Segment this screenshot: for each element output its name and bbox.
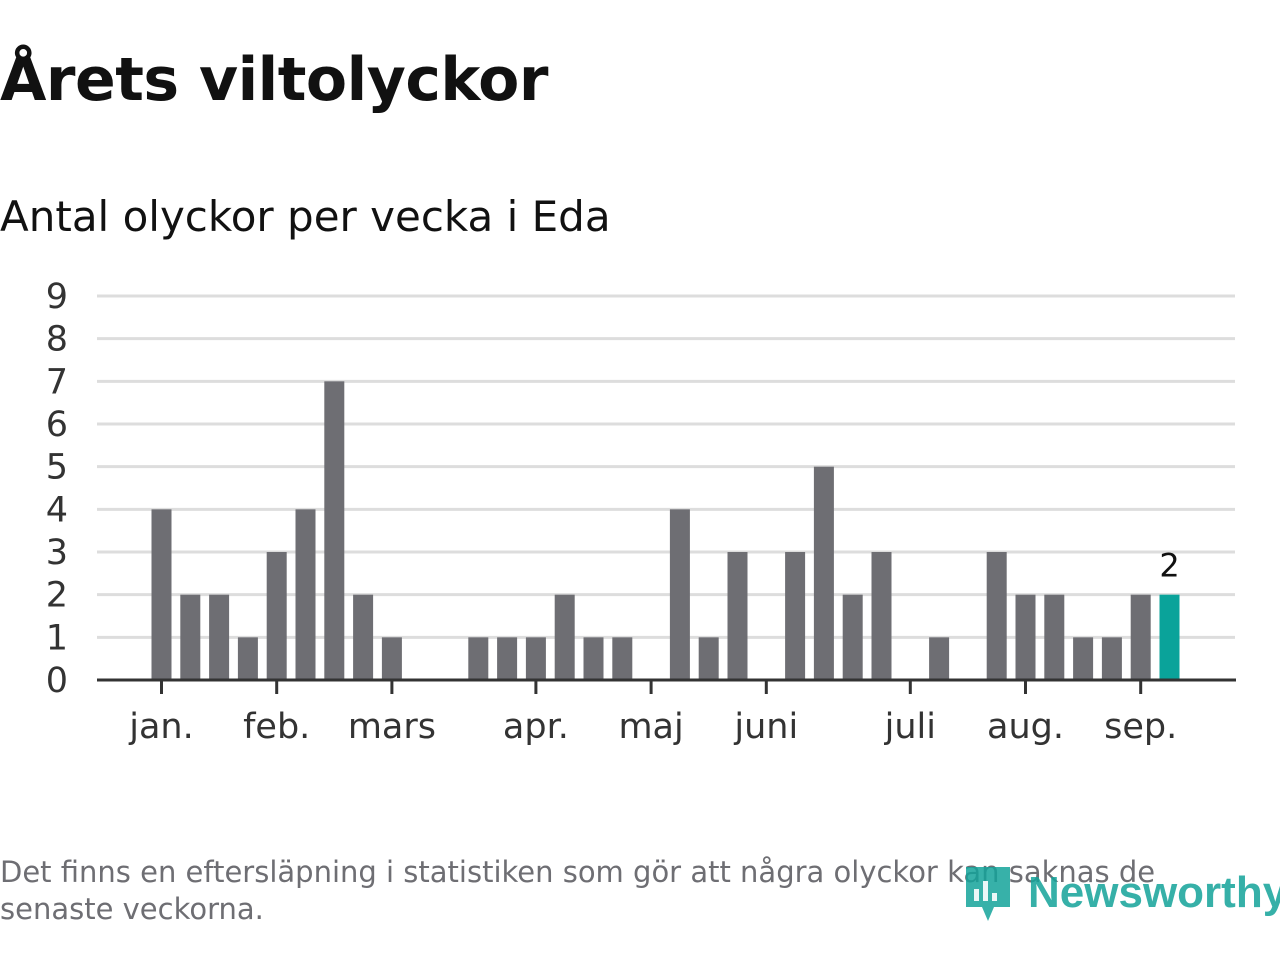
y-tick-label: 1	[46, 618, 68, 658]
x-tick-label: aug.	[987, 707, 1064, 747]
bar	[1073, 637, 1094, 680]
bar	[381, 637, 402, 680]
bar	[669, 509, 690, 680]
bar	[986, 552, 1007, 680]
bar	[353, 594, 374, 680]
y-tick-label: 6	[46, 405, 68, 445]
bar	[180, 594, 201, 680]
bar	[842, 594, 863, 680]
y-tick-label: 9	[46, 277, 68, 317]
y-tick-label: 8	[46, 320, 68, 360]
bar	[324, 381, 345, 680]
footnote: Det finns en eftersläpning i statistiken…	[0, 855, 1156, 926]
bar	[583, 637, 604, 680]
bar	[497, 637, 518, 680]
bar	[209, 594, 230, 680]
bar	[1015, 594, 1036, 680]
x-tick-label: maj	[618, 707, 683, 747]
y-tick-label: 5	[46, 448, 68, 488]
newsworthy-logo-text: Newsworthy	[1028, 868, 1280, 917]
x-tick-label: jan.	[128, 707, 193, 747]
x-tick-label: feb.	[243, 707, 310, 747]
bar	[871, 552, 892, 680]
x-tick-label: juli	[884, 707, 936, 747]
bars	[151, 381, 1180, 680]
bar	[1101, 637, 1122, 680]
bar	[727, 552, 748, 680]
bar	[612, 637, 633, 680]
bar	[468, 637, 489, 680]
y-tick-label: 7	[46, 362, 68, 402]
bar	[266, 552, 287, 680]
bar	[151, 509, 172, 680]
newsworthy-logo-icon	[966, 867, 1010, 921]
bar	[554, 594, 575, 680]
bar	[525, 637, 546, 680]
bar	[785, 552, 806, 680]
bar	[929, 637, 950, 680]
highlight-data-label: 2	[1159, 547, 1179, 585]
bar	[295, 509, 316, 680]
bar	[237, 637, 258, 680]
x-tick-label: juni	[733, 707, 798, 747]
highlighted-bar	[1159, 594, 1180, 680]
bar	[698, 637, 719, 680]
bar	[1130, 594, 1151, 680]
gridlines	[97, 294, 1235, 639]
x-tick-label: sep.	[1104, 707, 1177, 747]
x-axis-ticks: jan. feb. mars apr. maj juni juli aug. sep.	[128, 680, 1177, 747]
bar	[813, 466, 834, 680]
x-tick-label: mars	[348, 707, 436, 747]
data-labels: 2	[1159, 547, 1179, 585]
y-tick-label: 4	[46, 490, 68, 530]
y-tick-label: 2	[46, 576, 68, 616]
y-tick-label: 3	[46, 533, 68, 573]
x-tick-label: apr.	[503, 707, 569, 747]
bar	[1044, 594, 1065, 680]
chart-title: Årets viltolyckor	[0, 45, 549, 115]
newsworthy-logo: Newsworthy	[962, 858, 1280, 928]
chart-subtitle: Antal olyckor per vecka i Eda	[0, 192, 611, 241]
y-tick-label: 0	[46, 661, 68, 701]
